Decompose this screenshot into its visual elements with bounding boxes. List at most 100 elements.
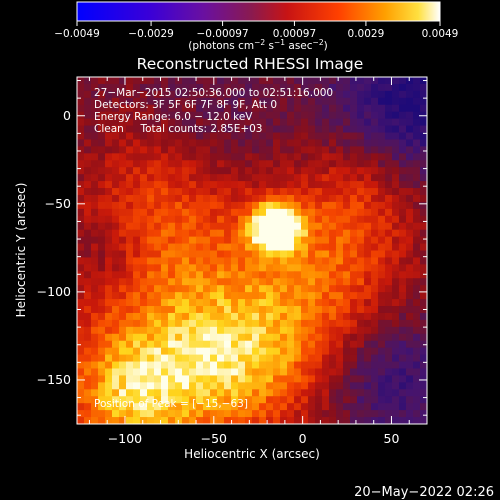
heatmap-cell	[308, 215, 316, 224]
heatmap-cell	[126, 312, 134, 321]
heatmap-cell	[350, 90, 358, 99]
heatmap-cell	[154, 160, 162, 168]
heatmap-cell	[182, 306, 190, 314]
heatmap-cell	[84, 403, 92, 411]
heatmap-cell	[126, 278, 134, 286]
heatmap-cell	[217, 132, 225, 141]
heatmap-cell	[378, 229, 386, 238]
heatmap-cell	[301, 118, 309, 127]
heatmap-cell	[210, 153, 218, 161]
heatmap-cell	[336, 389, 344, 397]
heatmap-cell	[420, 167, 427, 175]
heatmap-cell	[385, 174, 393, 182]
heatmap-cell	[98, 139, 106, 147]
heatmap-cell	[126, 347, 134, 356]
heatmap-cell	[273, 250, 281, 259]
heatmap-cell	[182, 181, 190, 189]
heatmap-cell	[294, 278, 302, 286]
heatmap-cell	[357, 139, 365, 147]
heatmap-cell	[196, 264, 204, 272]
heatmap-cell	[413, 97, 421, 106]
annotation-time: 27−Mar−2015 02:50:36.000 to 02:51:16.000	[94, 87, 333, 99]
heatmap-cell	[98, 264, 106, 272]
heatmap-cell	[168, 83, 176, 92]
heatmap-cell	[406, 146, 414, 154]
heatmap-cell	[364, 403, 372, 411]
heatmap-cell	[91, 382, 99, 390]
heatmap-cell	[182, 222, 190, 231]
heatmap-cell	[84, 410, 92, 418]
heatmap-cell	[203, 83, 211, 92]
heatmap-cell	[210, 319, 218, 328]
heatmap-cell	[329, 229, 337, 238]
heatmap-cell	[315, 264, 323, 272]
heatmap-cell	[343, 285, 351, 293]
heatmap-cell	[203, 326, 211, 335]
heatmap-cell	[126, 222, 134, 231]
heatmap-cell	[413, 319, 421, 328]
heatmap-cell	[91, 132, 99, 141]
heatmap-cell	[364, 167, 372, 175]
heatmap-cell	[168, 319, 176, 328]
heatmap-cell	[119, 285, 127, 293]
heatmap-cell	[357, 201, 365, 210]
heatmap-cell	[182, 257, 190, 265]
heatmap-cell	[182, 403, 190, 411]
heatmap-cell	[238, 208, 246, 217]
heatmap-cell	[224, 410, 232, 418]
heatmap-cell	[175, 153, 183, 161]
heatmap-cell	[294, 292, 302, 300]
heatmap-cell	[175, 299, 183, 307]
heatmap-cell	[210, 292, 218, 300]
heatmap-cell	[84, 257, 92, 265]
heatmap-cell	[350, 368, 358, 377]
heatmap-cell	[392, 250, 400, 259]
heatmap-cell	[210, 278, 218, 286]
heatmap-cell	[273, 222, 281, 231]
heatmap-cell	[385, 222, 393, 231]
heatmap-cell	[231, 83, 239, 92]
heatmap-cell	[161, 271, 169, 279]
heatmap-cell	[182, 375, 190, 383]
heatmap-cell	[217, 292, 225, 300]
heatmap-cell	[224, 153, 232, 161]
heatmap-cell	[420, 215, 427, 224]
heatmap-cell	[147, 83, 155, 92]
heatmap-cell	[161, 333, 169, 342]
heatmap-cell	[364, 417, 372, 424]
heatmap-cell	[259, 97, 267, 106]
heatmap-cell	[154, 174, 162, 182]
heatmap-cell	[259, 292, 267, 300]
colorbar-units: (photons cm−2 s−1 asec−2)	[188, 38, 327, 52]
heatmap-cell	[133, 299, 141, 307]
heatmap-cell	[182, 292, 190, 300]
heatmap-cell	[77, 174, 85, 182]
heatmap-cell	[364, 271, 372, 279]
heatmap-cell	[420, 299, 427, 307]
heatmap-cell	[350, 229, 358, 238]
heatmap-cell	[392, 208, 400, 217]
heatmap-cell	[238, 285, 246, 293]
heatmap-cell	[399, 417, 407, 424]
heatmap-cell	[357, 111, 365, 120]
heatmap-cell	[315, 312, 323, 321]
heatmap-cell	[252, 104, 260, 113]
heatmap-cell	[77, 104, 85, 113]
heatmap-cell	[112, 181, 120, 189]
heatmap-cell	[385, 292, 393, 300]
heatmap-cell	[84, 347, 92, 356]
heatmap-cell	[189, 264, 197, 272]
heatmap-cell	[98, 410, 106, 418]
heatmap-cell	[154, 264, 162, 272]
heatmap-cell	[119, 160, 127, 168]
heatmap-cell	[91, 306, 99, 314]
heatmap-cell	[119, 403, 127, 411]
heatmap-cell	[266, 111, 274, 120]
heatmap-cell	[287, 306, 295, 314]
heatmap-cell	[392, 292, 400, 300]
heatmap-cell	[364, 264, 372, 272]
heatmap-cell	[413, 271, 421, 279]
heatmap-cell	[140, 347, 148, 356]
heatmap-cell	[399, 194, 407, 203]
heatmap-cell	[378, 375, 386, 383]
